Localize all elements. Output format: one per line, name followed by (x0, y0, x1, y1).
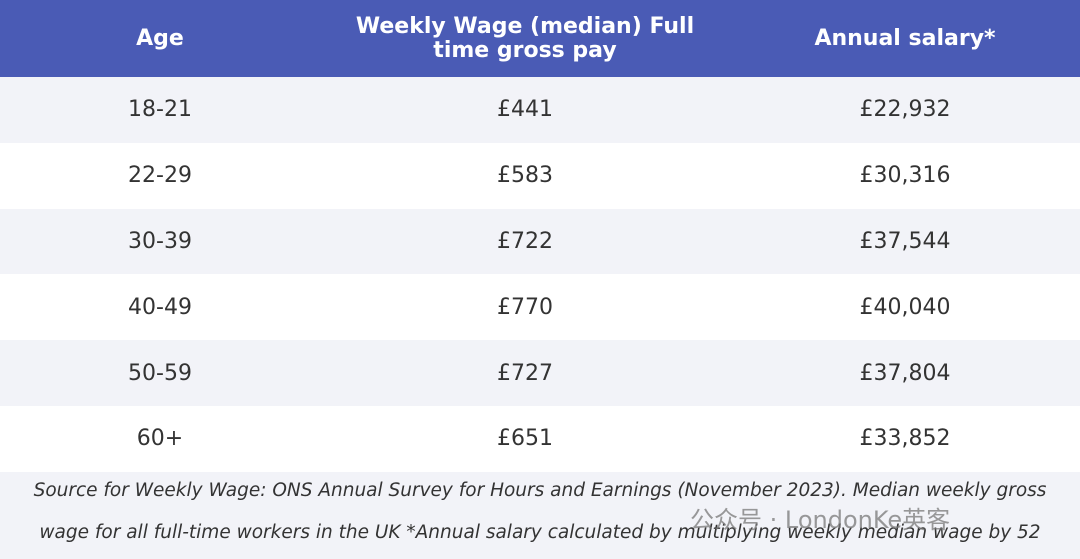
table-row: 22-29 £583 £30,316 (0, 142, 1080, 209)
header-row: Age Weekly Wage (median) Full time gross … (0, 0, 1080, 77)
table-row: 60+ £651 £33,852 (0, 405, 1080, 472)
table-cell: £40,040 (730, 274, 1080, 341)
watermark: 公众号 · LondonKe英客 (690, 506, 951, 534)
table-cell: £441 (320, 77, 730, 143)
table-cell: 50-59 (0, 340, 320, 406)
table-cell: £722 (320, 208, 730, 275)
table-cell: 60+ (0, 405, 320, 472)
table-row: 18-21 £441 £22,932 (0, 77, 1080, 143)
header-cell: Annual salary* (730, 0, 1080, 77)
table-cell: £37,804 (730, 340, 1080, 406)
table-row: 40-49 £770 £40,040 (0, 274, 1080, 341)
table-cell: 22-29 (0, 142, 320, 209)
table-row: 30-39 £722 £37,544 (0, 208, 1080, 275)
table-cell: 18-21 (0, 77, 320, 143)
table-cell: £583 (320, 142, 730, 209)
table-cell: £651 (320, 405, 730, 472)
wage-table: Age Weekly Wage (median) Full time gross … (0, 0, 1080, 472)
table-cell: £33,852 (730, 405, 1080, 472)
table-cell: £37,544 (730, 208, 1080, 275)
header-cell: Age (0, 0, 320, 77)
header-cell: Weekly Wage (median) Full time gross pay (320, 0, 730, 77)
table-row: 50-59 £727 £37,804 (0, 340, 1080, 406)
table-cell: £30,316 (730, 142, 1080, 209)
table-cell: £727 (320, 340, 730, 406)
footnote: Source for Weekly Wage: ONS Annual Surve… (33, 480, 1047, 543)
table-cell: 40-49 (0, 274, 320, 341)
table-cell: £770 (320, 274, 730, 341)
table-cell: £22,932 (730, 77, 1080, 143)
table-cell: 30-39 (0, 208, 320, 275)
